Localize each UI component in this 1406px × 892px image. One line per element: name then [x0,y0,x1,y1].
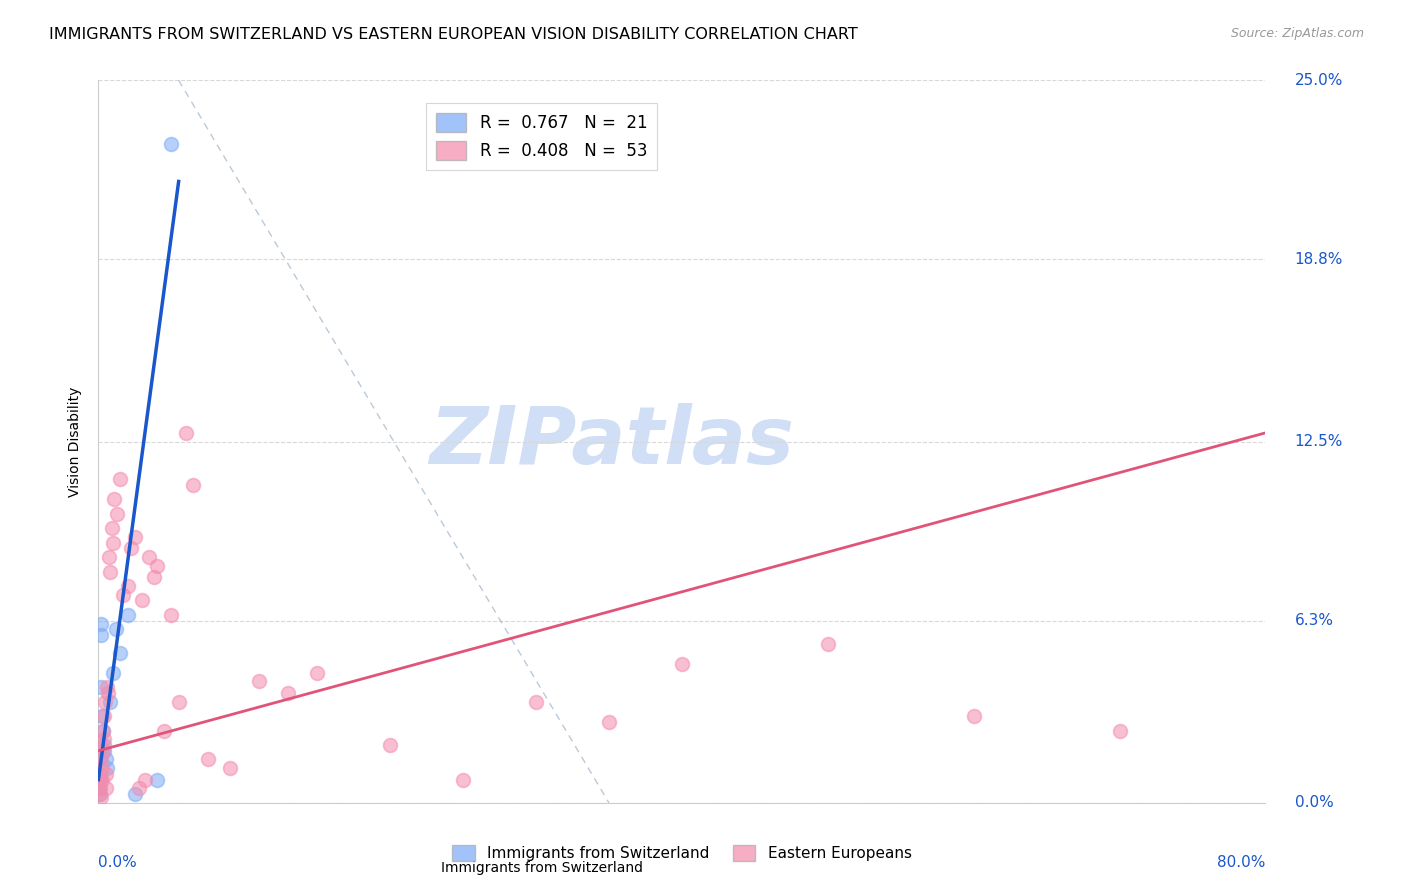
Text: 12.5%: 12.5% [1295,434,1343,449]
Point [89,767,111,781]
Point [307,665,329,680]
Point [94,781,117,796]
Point [93,709,115,723]
Point [93,732,115,747]
Point [671,657,693,671]
Point [91,723,114,738]
Point [90,738,112,752]
Point [97,686,120,700]
Point [110,472,132,486]
Point [598,714,620,729]
Point [90,772,112,787]
Point [89,772,111,787]
Point [98,565,121,579]
Point [247,674,270,689]
Point [128,781,150,796]
Point [98,695,121,709]
Point [89,787,111,801]
Point [817,637,839,651]
Text: Source: ZipAtlas.com: Source: ZipAtlas.com [1230,27,1364,40]
Point [138,550,160,565]
Point [101,535,124,549]
Point [120,541,142,556]
Point [146,772,169,787]
Point [160,607,183,622]
Text: 80.0%: 80.0% [1218,855,1265,870]
Point [97,550,120,565]
Text: Immigrants from Switzerland: Immigrants from Switzerland [441,861,643,874]
Point [524,695,547,709]
Text: 0.0%: 0.0% [1295,796,1333,810]
Point [89,752,111,766]
Point [96,767,118,781]
Point [167,695,190,709]
Text: 0.0%: 0.0% [98,855,138,870]
Point [91,744,114,758]
Legend: Immigrants from Switzerland, Eastern Europeans: Immigrants from Switzerland, Eastern Eur… [446,839,918,867]
Point [103,492,125,507]
Point [91,723,114,738]
Point [91,709,114,723]
Point [160,136,183,151]
Text: 6.3%: 6.3% [1295,613,1333,628]
Point [110,646,132,660]
Point [181,478,204,492]
Point [104,623,127,637]
Point [197,752,219,766]
Point [218,761,240,775]
Point [112,588,135,602]
Text: ZIPatlas: ZIPatlas [429,402,794,481]
Point [962,709,984,723]
Point [94,695,117,709]
Point [90,616,112,631]
Text: 25.0%: 25.0% [1295,73,1343,87]
Point [90,680,112,694]
Y-axis label: Vision Disability: Vision Disability [69,386,83,497]
Point [89,772,111,787]
Point [90,628,112,642]
Point [451,772,474,787]
Text: 18.8%: 18.8% [1295,252,1343,267]
Point [174,425,197,440]
Point [94,752,117,766]
Point [124,530,146,544]
Point [131,593,153,607]
Point [1108,723,1130,738]
Point [89,781,111,796]
Point [89,787,111,801]
Point [93,738,115,752]
Point [96,680,118,694]
Point [117,607,139,622]
Point [380,738,402,752]
Point [117,579,139,593]
Point [90,752,112,766]
Point [89,781,111,796]
Point [146,558,169,573]
Point [124,787,146,801]
Point [105,507,128,521]
Point [91,761,114,775]
Point [142,570,165,584]
Point [96,761,118,775]
Point [101,665,124,680]
Text: IMMIGRANTS FROM SWITZERLAND VS EASTERN EUROPEAN VISION DISABILITY CORRELATION CH: IMMIGRANTS FROM SWITZERLAND VS EASTERN E… [49,27,858,42]
Point [93,744,115,758]
Point [277,686,299,700]
Point [90,790,112,805]
Point [134,772,156,787]
Point [100,521,122,535]
Point [153,723,176,738]
